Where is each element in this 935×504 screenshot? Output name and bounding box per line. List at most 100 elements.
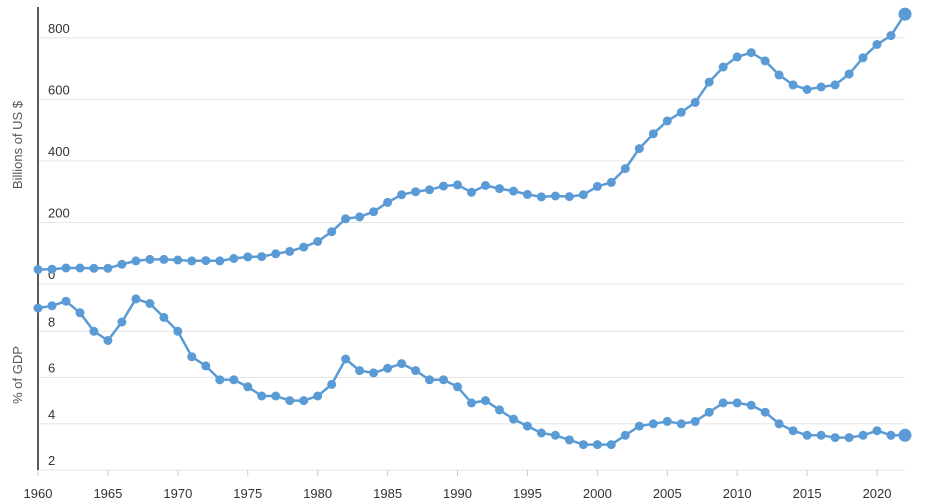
gdp-percent-point <box>648 419 658 429</box>
x-tick-label: 1960 <box>24 486 53 501</box>
gdp-percent-point <box>131 294 141 304</box>
gdp-percent-point <box>662 416 672 426</box>
billions-point <box>75 263 85 273</box>
billions-point <box>620 164 630 174</box>
gdp-percent-point <box>676 419 686 429</box>
billions-point <box>578 190 588 200</box>
billions-point <box>788 80 798 90</box>
gdp-percent-point <box>173 326 183 336</box>
billions-point <box>872 40 882 49</box>
billions-point <box>425 185 434 195</box>
billions-point <box>159 254 169 264</box>
gdp-percent-point <box>383 363 393 373</box>
billions-y-tick-label: 600 <box>48 82 70 97</box>
billions-point <box>662 116 672 126</box>
gdp-percent-point <box>690 416 700 426</box>
gdp-percent-point <box>103 336 113 345</box>
x-tick-label: 1975 <box>233 486 262 501</box>
gdp-percent-point <box>355 366 365 376</box>
billions-point <box>648 129 658 139</box>
billions-point <box>802 85 812 94</box>
gdp-percent-point <box>858 430 868 440</box>
billions-point <box>229 254 239 263</box>
top-y-tick-labels: 0 200 400 600 800 <box>48 21 70 282</box>
billions-point <box>467 187 476 197</box>
billions-point <box>173 255 183 265</box>
gdp-percent-point <box>732 398 742 408</box>
billions-point <box>397 190 407 200</box>
top-gridlines <box>38 37 905 285</box>
billions-y-tick-label: 200 <box>48 205 70 220</box>
billions-point <box>285 246 295 256</box>
billions-point <box>187 256 197 266</box>
billions-point <box>718 62 728 72</box>
gdp-percent-point <box>495 405 504 415</box>
billions-point <box>201 256 211 266</box>
billions-point <box>313 237 323 246</box>
billions-point <box>495 184 504 194</box>
gdp-percent-point <box>285 396 295 406</box>
gdp-percent-point <box>243 382 253 392</box>
billions-y-tick-label: 800 <box>48 21 70 36</box>
x-tick-label: 2005 <box>653 486 682 501</box>
x-tick-labels: 1960 1965 1970 1975 1980 1985 1990 1995 2000 2005… <box>24 470 892 501</box>
billions-point <box>131 256 141 266</box>
gdp-percent-point <box>313 391 323 401</box>
billions-point <box>369 207 379 217</box>
billions-point <box>439 181 448 191</box>
billions-point <box>522 189 532 199</box>
x-tick-label: 1980 <box>303 486 332 501</box>
billions-y-tick-label: 400 <box>48 144 70 159</box>
billions-point <box>383 197 393 207</box>
billions-point <box>732 52 742 62</box>
x-tick-label: 2000 <box>583 486 612 501</box>
gdp-percent-point <box>215 375 225 385</box>
billions-point <box>844 69 854 79</box>
billions-point <box>103 263 113 273</box>
bottom-gridlines <box>38 330 905 471</box>
gdp-percent-point <box>592 440 602 450</box>
gdp-percent-point <box>439 375 448 385</box>
gdp-percent-y-tick-label: 6 <box>48 361 55 376</box>
x-tick-label: 1990 <box>443 486 472 501</box>
gdp-percent-point <box>760 407 770 417</box>
billions-y-tick-label: 0 <box>48 267 55 282</box>
billions-point <box>830 80 840 90</box>
x-tick-label: 2020 <box>863 486 892 501</box>
gdp-percent-point <box>550 430 560 440</box>
gdp-percent-point <box>774 419 784 429</box>
gdp-percent-point <box>453 382 462 392</box>
gdp-percent-point <box>746 400 756 410</box>
x-tick-label: 1970 <box>163 486 192 501</box>
gdp-percent-point <box>425 375 434 385</box>
billions-point <box>355 212 365 222</box>
gdp-percent-point <box>634 421 644 431</box>
gdp-percent-point <box>117 317 127 327</box>
gdp-percent-point <box>89 326 99 336</box>
billions-point <box>858 53 868 63</box>
gdp-percent-point <box>578 440 588 450</box>
gdp-percent-point <box>33 303 43 313</box>
billions-point <box>411 187 421 197</box>
billions-point <box>33 265 43 274</box>
billions-point <box>117 259 127 269</box>
gdp-percent-point <box>327 379 337 389</box>
gdp-percent-point <box>47 301 57 311</box>
billions-point <box>89 263 99 273</box>
gdp-percent-point <box>830 433 840 443</box>
gdp-percent-point <box>606 440 616 450</box>
billions-point <box>271 249 281 259</box>
gdp-percent-y-tick-label: 2 <box>48 453 55 468</box>
gdp-percent-point <box>369 368 379 378</box>
billions-point <box>509 186 518 196</box>
gdp-percent-point <box>159 312 169 322</box>
gdp-percent-point <box>75 308 85 318</box>
billions-point <box>341 214 351 224</box>
gdp-percent-point <box>802 430 812 440</box>
gdp-percent-point <box>564 435 574 445</box>
billions-point <box>774 70 784 80</box>
billions-point <box>453 180 462 190</box>
gdp-percent-point <box>536 428 546 438</box>
gdp-percent-point <box>522 421 532 431</box>
